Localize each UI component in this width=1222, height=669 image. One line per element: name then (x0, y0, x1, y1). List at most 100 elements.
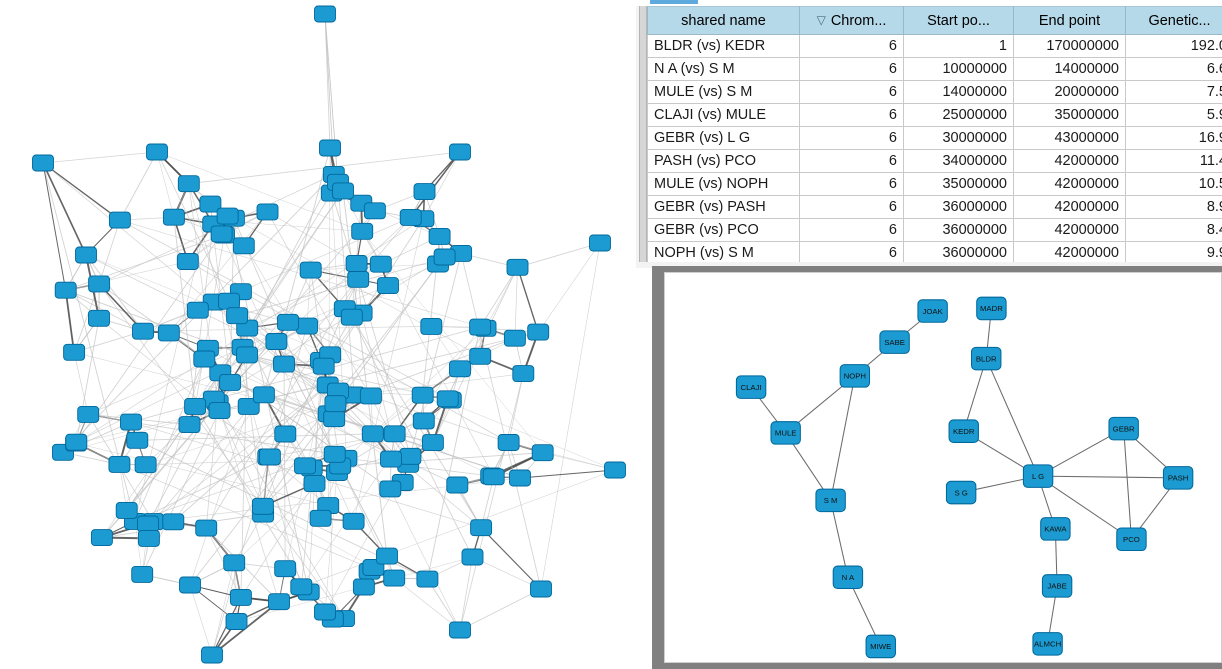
overview-node[interactable] (251, 497, 274, 515)
overview-node[interactable] (446, 476, 469, 494)
overview-edge[interactable] (172, 384, 328, 523)
cell-genetic[interactable]: 11.4 (1125, 149, 1222, 173)
subnetwork-node[interactable]: S G (945, 480, 977, 505)
overview-node[interactable] (176, 253, 199, 270)
cell-start-point[interactable]: 36000000 (903, 218, 1014, 242)
overview-node[interactable] (268, 593, 290, 611)
subnetwork-node[interactable]: S M (815, 488, 846, 513)
overview-node[interactable] (237, 397, 260, 415)
cell-chromosome[interactable]: 6 (799, 34, 904, 58)
overview-edge[interactable] (459, 373, 524, 631)
overview-node[interactable] (120, 413, 142, 431)
overview-node[interactable] (411, 386, 434, 404)
overview-edge[interactable] (189, 182, 339, 425)
subnetwork-node[interactable]: BLDR (971, 346, 1002, 371)
overview-node[interactable] (399, 447, 422, 465)
overview-node[interactable] (470, 519, 493, 537)
overview-edge[interactable] (514, 267, 518, 339)
overview-node[interactable] (210, 225, 233, 243)
subnetwork-node[interactable]: GEBR (1108, 416, 1139, 441)
subnetwork-node-shape[interactable] (879, 330, 910, 354)
cell-end-point[interactable]: 42000000 (1013, 195, 1126, 219)
overview-node[interactable] (274, 560, 297, 578)
column-header-end-point[interactable]: End point (1013, 6, 1126, 35)
column-header-shared-name[interactable]: shared name (647, 6, 800, 35)
overview-node[interactable] (184, 397, 207, 415)
overview-node[interactable] (497, 434, 520, 451)
overview-node[interactable] (277, 313, 299, 331)
overview-node[interactable] (162, 513, 185, 531)
cell-start-point[interactable]: 34000000 (903, 149, 1014, 173)
overview-node[interactable] (340, 308, 363, 326)
subnetwork-node-shape[interactable] (1162, 466, 1194, 490)
overview-node[interactable] (589, 234, 611, 252)
cell-shared-name[interactable]: MULE (vs) NOPH (647, 172, 800, 196)
overview-node[interactable] (377, 277, 399, 295)
overview-node[interactable] (32, 154, 54, 172)
overview-node[interactable] (469, 318, 492, 336)
overview-edge[interactable] (64, 290, 75, 353)
cell-start-point[interactable]: 1 (903, 34, 1014, 58)
cell-shared-name[interactable]: PASH (vs) PCO (647, 149, 800, 173)
overview-node[interactable] (137, 515, 159, 533)
overview-node[interactable] (359, 387, 382, 405)
overview-edge[interactable] (194, 215, 228, 407)
cell-genetic[interactable]: 5.9 (1125, 103, 1222, 127)
overview-edge[interactable] (247, 236, 440, 329)
subnetwork-node[interactable]: PCO (1116, 527, 1147, 552)
overview-edge[interactable] (479, 267, 518, 328)
overview-node[interactable] (193, 350, 216, 368)
cell-shared-name[interactable]: MULE (vs) S M (647, 80, 800, 104)
overview-edge[interactable] (98, 283, 345, 619)
subnetwork-node[interactable]: JOAK (917, 299, 948, 323)
overview-edge[interactable] (42, 162, 87, 256)
cell-start-point[interactable]: 14000000 (903, 80, 1014, 104)
overview-edge[interactable] (189, 256, 445, 586)
subnetwork-node-shape[interactable] (1040, 517, 1071, 541)
overview-node[interactable] (179, 576, 201, 594)
cell-genetic[interactable]: 6.6 (1125, 57, 1222, 81)
overview-node[interactable] (216, 207, 239, 225)
overview-edge[interactable] (519, 469, 616, 479)
overview-edge[interactable] (65, 261, 188, 291)
overview-edge[interactable] (459, 556, 473, 631)
overview-node[interactable] (482, 468, 505, 486)
overview-edge[interactable] (145, 403, 336, 465)
overview-node[interactable] (379, 480, 402, 498)
overview-node[interactable] (428, 227, 451, 245)
overview-node[interactable] (131, 565, 154, 583)
cell-chromosome[interactable]: 6 (799, 149, 904, 173)
overview-edge[interactable] (76, 442, 329, 506)
table-vertical-scrollbar[interactable] (639, 6, 647, 262)
subnetwork-edge[interactable] (1038, 475, 1179, 479)
subnetwork-node[interactable]: PASH (1162, 466, 1194, 490)
subnetwork-node-shape[interactable] (839, 364, 871, 388)
subnetwork-node-shape[interactable] (832, 565, 864, 590)
subnetwork-node-shape[interactable] (1116, 527, 1147, 552)
overview-node[interactable] (527, 323, 550, 341)
overview-node[interactable] (134, 456, 157, 474)
cell-chromosome[interactable]: 6 (799, 172, 904, 196)
overview-edge[interactable] (73, 330, 144, 353)
overview-edge[interactable] (217, 402, 280, 602)
cell-start-point[interactable]: 30000000 (903, 126, 1014, 150)
overview-edge[interactable] (42, 162, 67, 291)
subnetwork-node-shape[interactable] (1041, 574, 1073, 598)
cell-genetic[interactable]: 16.9 (1125, 126, 1222, 150)
overview-edge[interactable] (263, 394, 458, 486)
overview-edge[interactable] (141, 410, 220, 575)
cell-chromosome[interactable]: 6 (799, 103, 904, 127)
overview-node[interactable] (236, 346, 258, 364)
overview-edge[interactable] (393, 577, 461, 631)
cell-end-point[interactable]: 14000000 (1013, 57, 1126, 81)
subnetwork-node-shape[interactable] (735, 375, 767, 399)
subnetwork-node-shape[interactable] (770, 421, 801, 445)
cell-start-point[interactable]: 35000000 (903, 172, 1014, 196)
overview-edge[interactable] (410, 151, 461, 218)
overview-node[interactable] (383, 425, 406, 443)
